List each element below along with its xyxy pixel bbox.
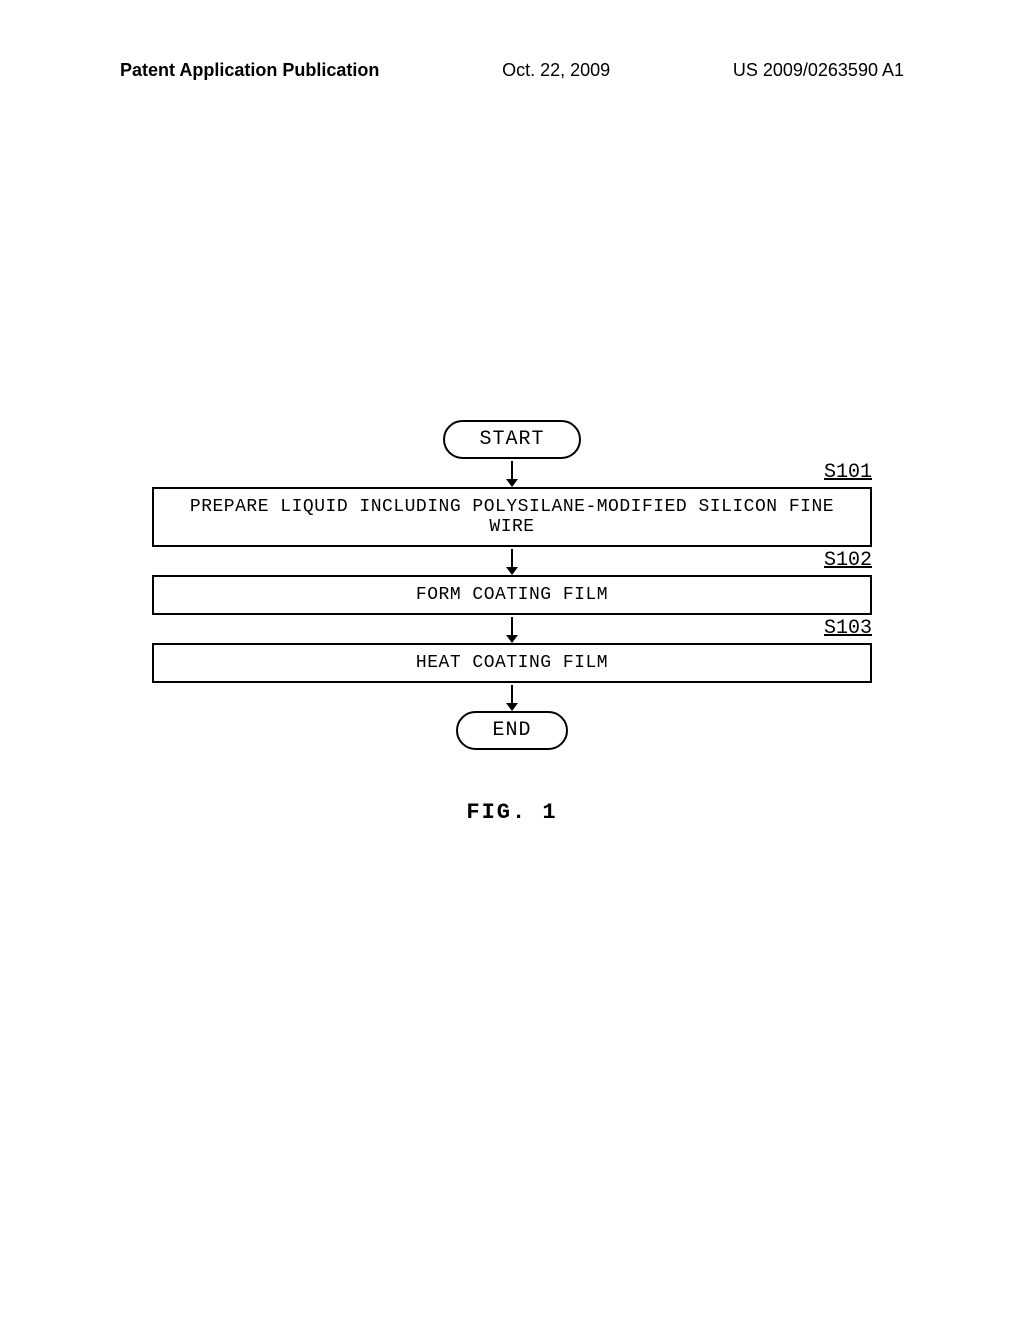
page-header: Patent Application Publication Oct. 22, …	[0, 60, 1024, 81]
arrow-icon	[511, 685, 513, 709]
step-id-label: S101	[824, 461, 872, 484]
arrow-icon	[511, 549, 513, 573]
arrow-icon	[511, 617, 513, 641]
flowchart-diagram: START S101 PREPARE LIQUID INCLUDING POLY…	[152, 420, 872, 825]
process-step: S101 PREPARE LIQUID INCLUDING POLYSILANE…	[152, 487, 872, 547]
process-step: S103 HEAT COATING FILM	[152, 643, 872, 683]
figure-caption: FIG. 1	[466, 800, 557, 825]
header-publication: Patent Application Publication	[120, 60, 379, 81]
header-date: Oct. 22, 2009	[502, 60, 610, 81]
header-patent-number: US 2009/0263590 A1	[733, 60, 904, 81]
end-terminal: END	[456, 711, 567, 750]
process-box: PREPARE LIQUID INCLUDING POLYSILANE-MODI…	[152, 487, 872, 547]
start-terminal: START	[443, 420, 580, 459]
process-box: FORM COATING FILM	[152, 575, 872, 615]
step-id-label: S102	[824, 549, 872, 572]
process-box: HEAT COATING FILM	[152, 643, 872, 683]
arrow-icon	[511, 461, 513, 485]
process-step: S102 FORM COATING FILM	[152, 575, 872, 615]
step-id-label: S103	[824, 617, 872, 640]
